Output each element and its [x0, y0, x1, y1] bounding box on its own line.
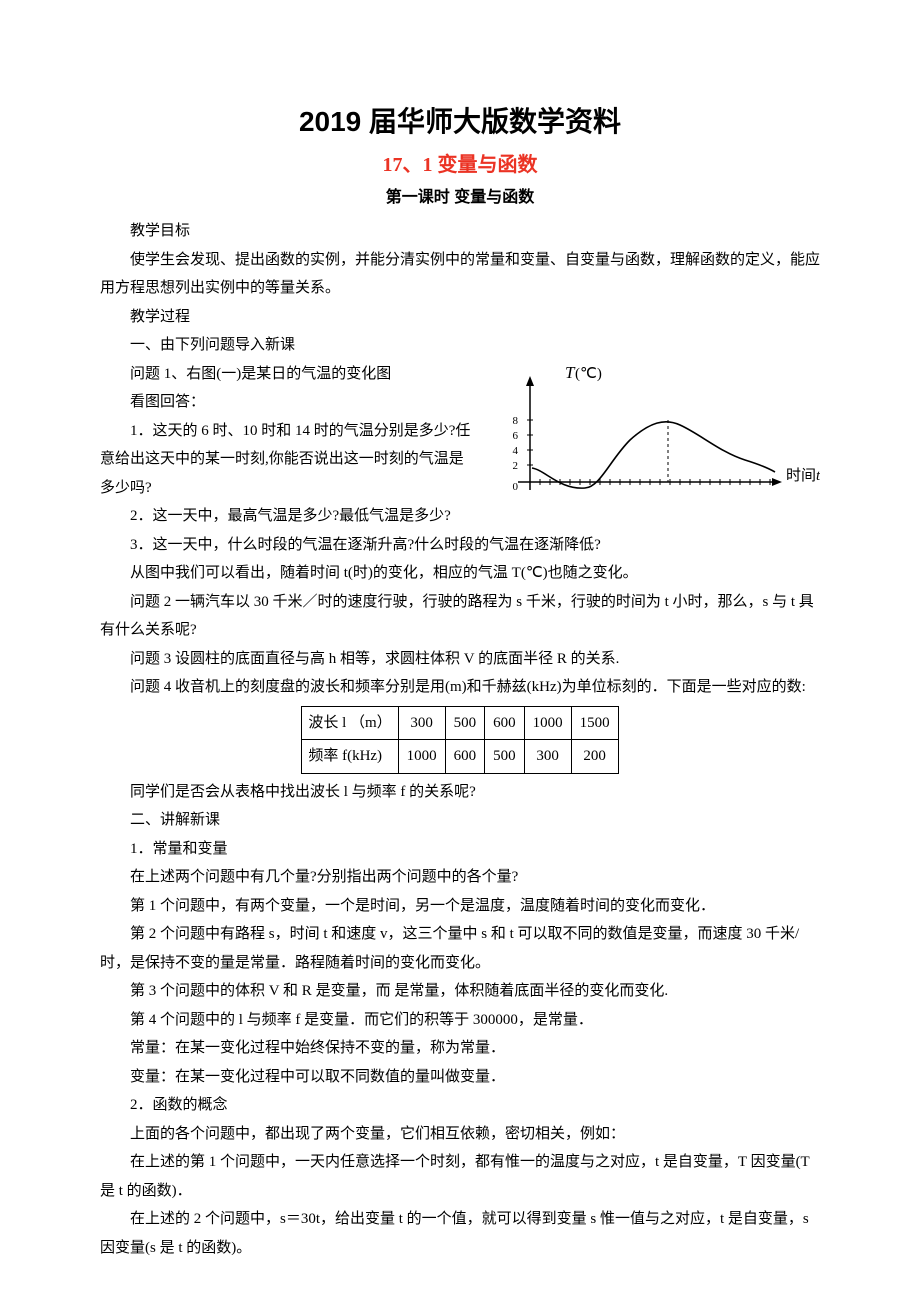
table-cell: 1000: [398, 740, 445, 774]
para-q1-1: 1．这天的 6 时、10 时和 14 时的气温分别是多少?任意给出这天中的某一时…: [100, 417, 478, 503]
para-ans2: 第 2 个问题中有路程 s，时间 t 和速度 v，这三个量中 s 和 t 可以取…: [100, 920, 820, 977]
table-cell: 波长 l （m）: [302, 706, 398, 740]
para-q1: 问题 1、右图(一)是某日的气温的变化图: [100, 360, 478, 389]
table-cell: 300: [524, 740, 571, 774]
para-ask-vars: 在上述两个问题中有几个量?分别指出两个问题中的各个量?: [100, 863, 820, 892]
para-ans3: 第 3 个问题中的体积 V 和 R 是变量，而 是常量，体积随着底面半径的变化而…: [100, 977, 820, 1006]
para-func-intro: 上面的各个问题中，都出现了两个变量，它们相互依赖，密切相关，例如：: [100, 1120, 820, 1149]
svg-text:6: 6: [513, 430, 519, 442]
table-cell: 500: [485, 740, 525, 774]
wave-frequency-table: 波长 l （m） 300 500 600 1000 1500 频率 f(kHz)…: [301, 706, 618, 774]
table-cell: 300: [398, 706, 445, 740]
para-func-ex2: 在上述的 2 个问题中，s＝30t，给出变量 t 的一个值，就可以得到变量 s …: [100, 1205, 820, 1262]
section-title: 17、1 变量与函数: [100, 148, 820, 177]
table-row: 频率 f(kHz) 1000 600 500 300 200: [302, 740, 618, 774]
para-const-var: 1．常量和变量: [100, 835, 820, 864]
svg-text:2: 2: [513, 460, 519, 472]
para-func-ex1: 在上述的第 1 个问题中，一天内任意选择一个时刻，都有惟一的温度与之对应，t 是…: [100, 1148, 820, 1205]
figure-row: 问题 1、右图(一)是某日的气温的变化图 看图回答： 1．这天的 6 时、10 …: [100, 360, 820, 531]
para-objective-heading: 教学目标: [100, 217, 820, 246]
lesson-title: 第一课时 变量与函数: [100, 183, 820, 207]
para-q1-2: 2．这一天中，最高气温是多少?最低气温是多少?: [100, 502, 478, 531]
para-ans1: 第 1 个问题中，有两个变量，一个是时间，另一个是温度，温度随着时间的变化而变化…: [100, 892, 820, 921]
table-cell: 1500: [571, 706, 618, 740]
para-def-const: 常量：在某一变化过程中始终保持不变的量，称为常量．: [100, 1034, 820, 1063]
para-q1-conclusion: 从图中我们可以看出，随着时间 t(时)的变化，相应的气温 T(℃)也随之变化。: [100, 559, 820, 588]
table-row: 波长 l （m） 300 500 600 1000 1500: [302, 706, 618, 740]
table-cell: 200: [571, 740, 618, 774]
para-process-heading: 教学过程: [100, 303, 820, 332]
para-q1-see: 看图回答：: [100, 388, 478, 417]
para-intro-one: 一、由下列问题导入新课: [100, 331, 820, 360]
svg-text:8: 8: [513, 415, 519, 427]
para-func-heading: 2．函数的概念: [100, 1091, 820, 1120]
table-cell: 1000: [524, 706, 571, 740]
para-def-var: 变量：在某一变化过程中可以取不同数值的量叫做变量．: [100, 1063, 820, 1092]
para-q2: 问题 2 一辆汽车以 30 千米／时的速度行驶，行驶的路程为 s 千米，行驶的时…: [100, 588, 820, 645]
table-cell: 600: [485, 706, 525, 740]
para-two-heading: 二、讲解新课: [100, 806, 820, 835]
svg-text:0: 0: [513, 481, 519, 493]
svg-text:t: t: [816, 468, 820, 484]
temperature-chart: T (℃) 8 6 4 2 0: [490, 360, 820, 520]
para-q3: 问题 3 设圆柱的底面直径与高 h 相等，求圆柱体积 V 的底面半径 R 的关系…: [100, 645, 820, 674]
table-cell: 频率 f(kHz): [302, 740, 398, 774]
para-ans4: 第 4 个问题中的 l 与频率 f 是变量．而它们的积等于 300000，是常量…: [100, 1006, 820, 1035]
page-title: 2019 届华师大版数学资料: [100, 100, 820, 140]
para-q4-ask: 同学们是否会从表格中找出波长 l 与频率 f 的关系呢?: [100, 778, 820, 807]
para-objective: 使学生会发现、提出函数的实例，并能分清实例中的常量和变量、自变量与函数，理解函数…: [100, 246, 820, 303]
svg-text:4: 4: [513, 445, 519, 457]
table-cell: 600: [445, 740, 485, 774]
svg-text:(℃): (℃): [575, 366, 602, 382]
para-q4: 问题 4 收音机上的刻度盘的波长和频率分别是用(m)和千赫兹(kHz)为单位标刻…: [100, 673, 820, 702]
para-q1-3: 3．这一天中，什么时段的气温在逐渐升高?什么时段的气温在逐渐降低?: [100, 531, 820, 560]
table-cell: 500: [445, 706, 485, 740]
svg-text:时间: 时间: [786, 467, 816, 484]
